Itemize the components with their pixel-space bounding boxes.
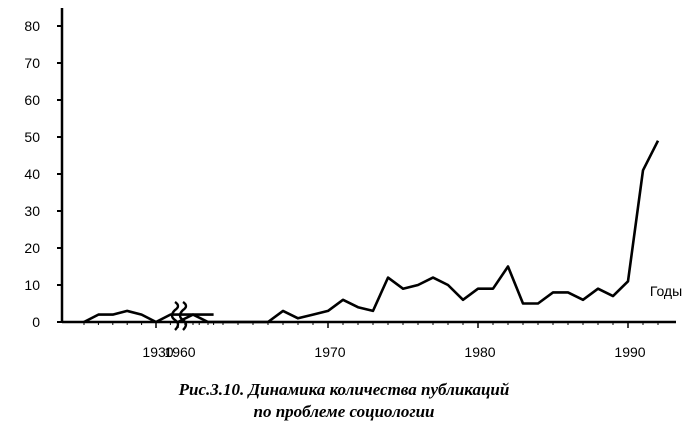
y-tick-label: 80 xyxy=(24,18,40,34)
axis-break-stroke xyxy=(170,301,180,331)
series xyxy=(83,140,660,324)
y-tick-label: 10 xyxy=(24,277,40,293)
x-tick-label: 1990 xyxy=(614,344,645,360)
y-tick-label: 40 xyxy=(24,166,40,182)
y-tick-label: 0 xyxy=(32,314,40,330)
y-ticks: 0 10 20 30 40 50 60 70 80 xyxy=(24,18,62,330)
y-tick-label: 50 xyxy=(24,129,40,145)
x-axis-label: Годы xyxy=(650,283,682,299)
axis-break-stroke xyxy=(178,301,188,331)
y-tick-label: 60 xyxy=(24,92,40,108)
axis-break-mark xyxy=(170,301,188,331)
series-line xyxy=(177,140,660,324)
chart-caption-line-2: по проблеме социологии xyxy=(253,402,435,421)
x-tick-label: 1980 xyxy=(464,344,495,360)
y-tick-label: 30 xyxy=(24,203,40,219)
chart-caption-line-1: Рис.3.10. Динамика количества публикаций xyxy=(178,380,510,399)
y-tick-label: 20 xyxy=(24,240,40,256)
x-tick-label: 1960 xyxy=(164,344,195,360)
y-tick-label: 70 xyxy=(24,55,40,71)
axes xyxy=(60,8,676,324)
x-tick-label: 1930 xyxy=(142,344,173,360)
x-tick-label: 1970 xyxy=(314,344,345,360)
